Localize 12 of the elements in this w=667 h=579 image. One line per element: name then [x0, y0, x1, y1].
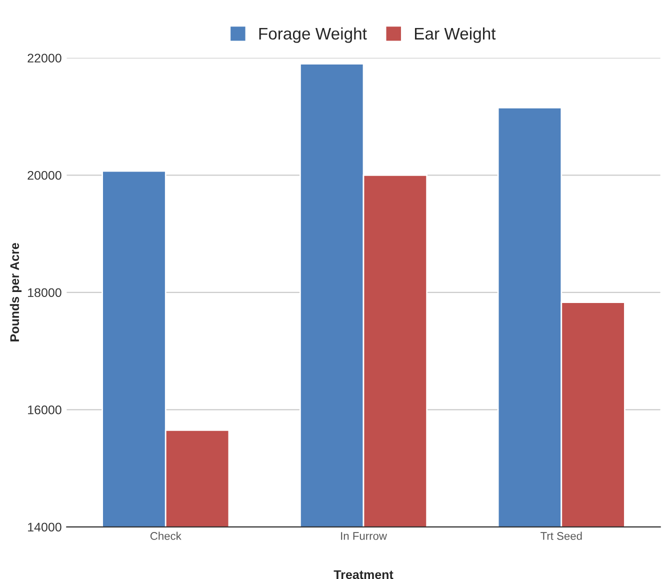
y-tick-label: 20000 — [28, 170, 62, 180]
legend-label: Ear Weight — [414, 27, 496, 43]
y-tick-label: 18000 — [28, 288, 62, 298]
x-tick-label: In Furrow — [341, 532, 388, 540]
x-axis-title: Treatment — [334, 570, 394, 579]
x-tick-label: Trt Seed — [540, 532, 582, 540]
y-tick-label: 22000 — [28, 54, 62, 63]
y-tick-label: 16000 — [28, 405, 62, 414]
x-tick-label: Check — [150, 532, 182, 540]
legend-label: Forage Weight — [259, 27, 367, 43]
y-axis-title: Pounds per Acre — [10, 243, 22, 342]
y-tick-label: 14000 — [28, 522, 62, 532]
